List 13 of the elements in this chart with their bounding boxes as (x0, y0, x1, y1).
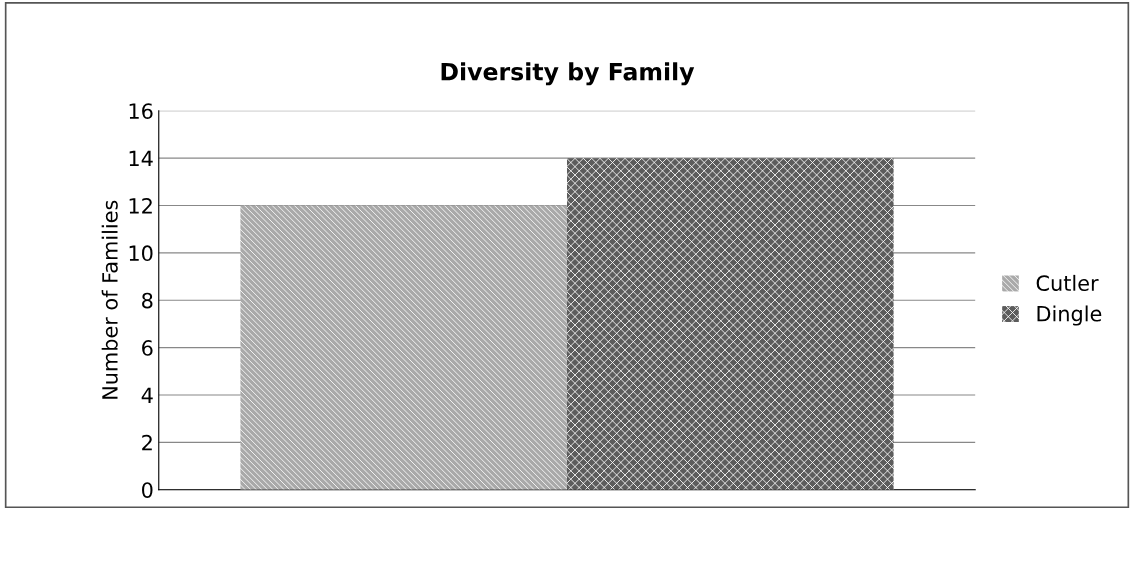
y-tick-label: 6 (142, 340, 153, 356)
chart-title: Diversity by Family (441, 62, 695, 86)
legend-label: Cutler (1036, 274, 1099, 291)
y-tick-label: 2 (142, 434, 152, 451)
y-tick-label: 16 (129, 103, 153, 119)
y-tick-label: 12 (129, 197, 152, 214)
y-tick-label: 8 (142, 292, 153, 309)
legend-label: Dingle (1037, 305, 1102, 326)
y-tick-label: 4 (141, 387, 153, 403)
y-axis-title: Number of Families (101, 200, 118, 399)
y-tick-label: 10 (129, 245, 153, 262)
y-tick-label: 0 (142, 482, 153, 498)
y-tick-label: 14 (129, 150, 153, 167)
